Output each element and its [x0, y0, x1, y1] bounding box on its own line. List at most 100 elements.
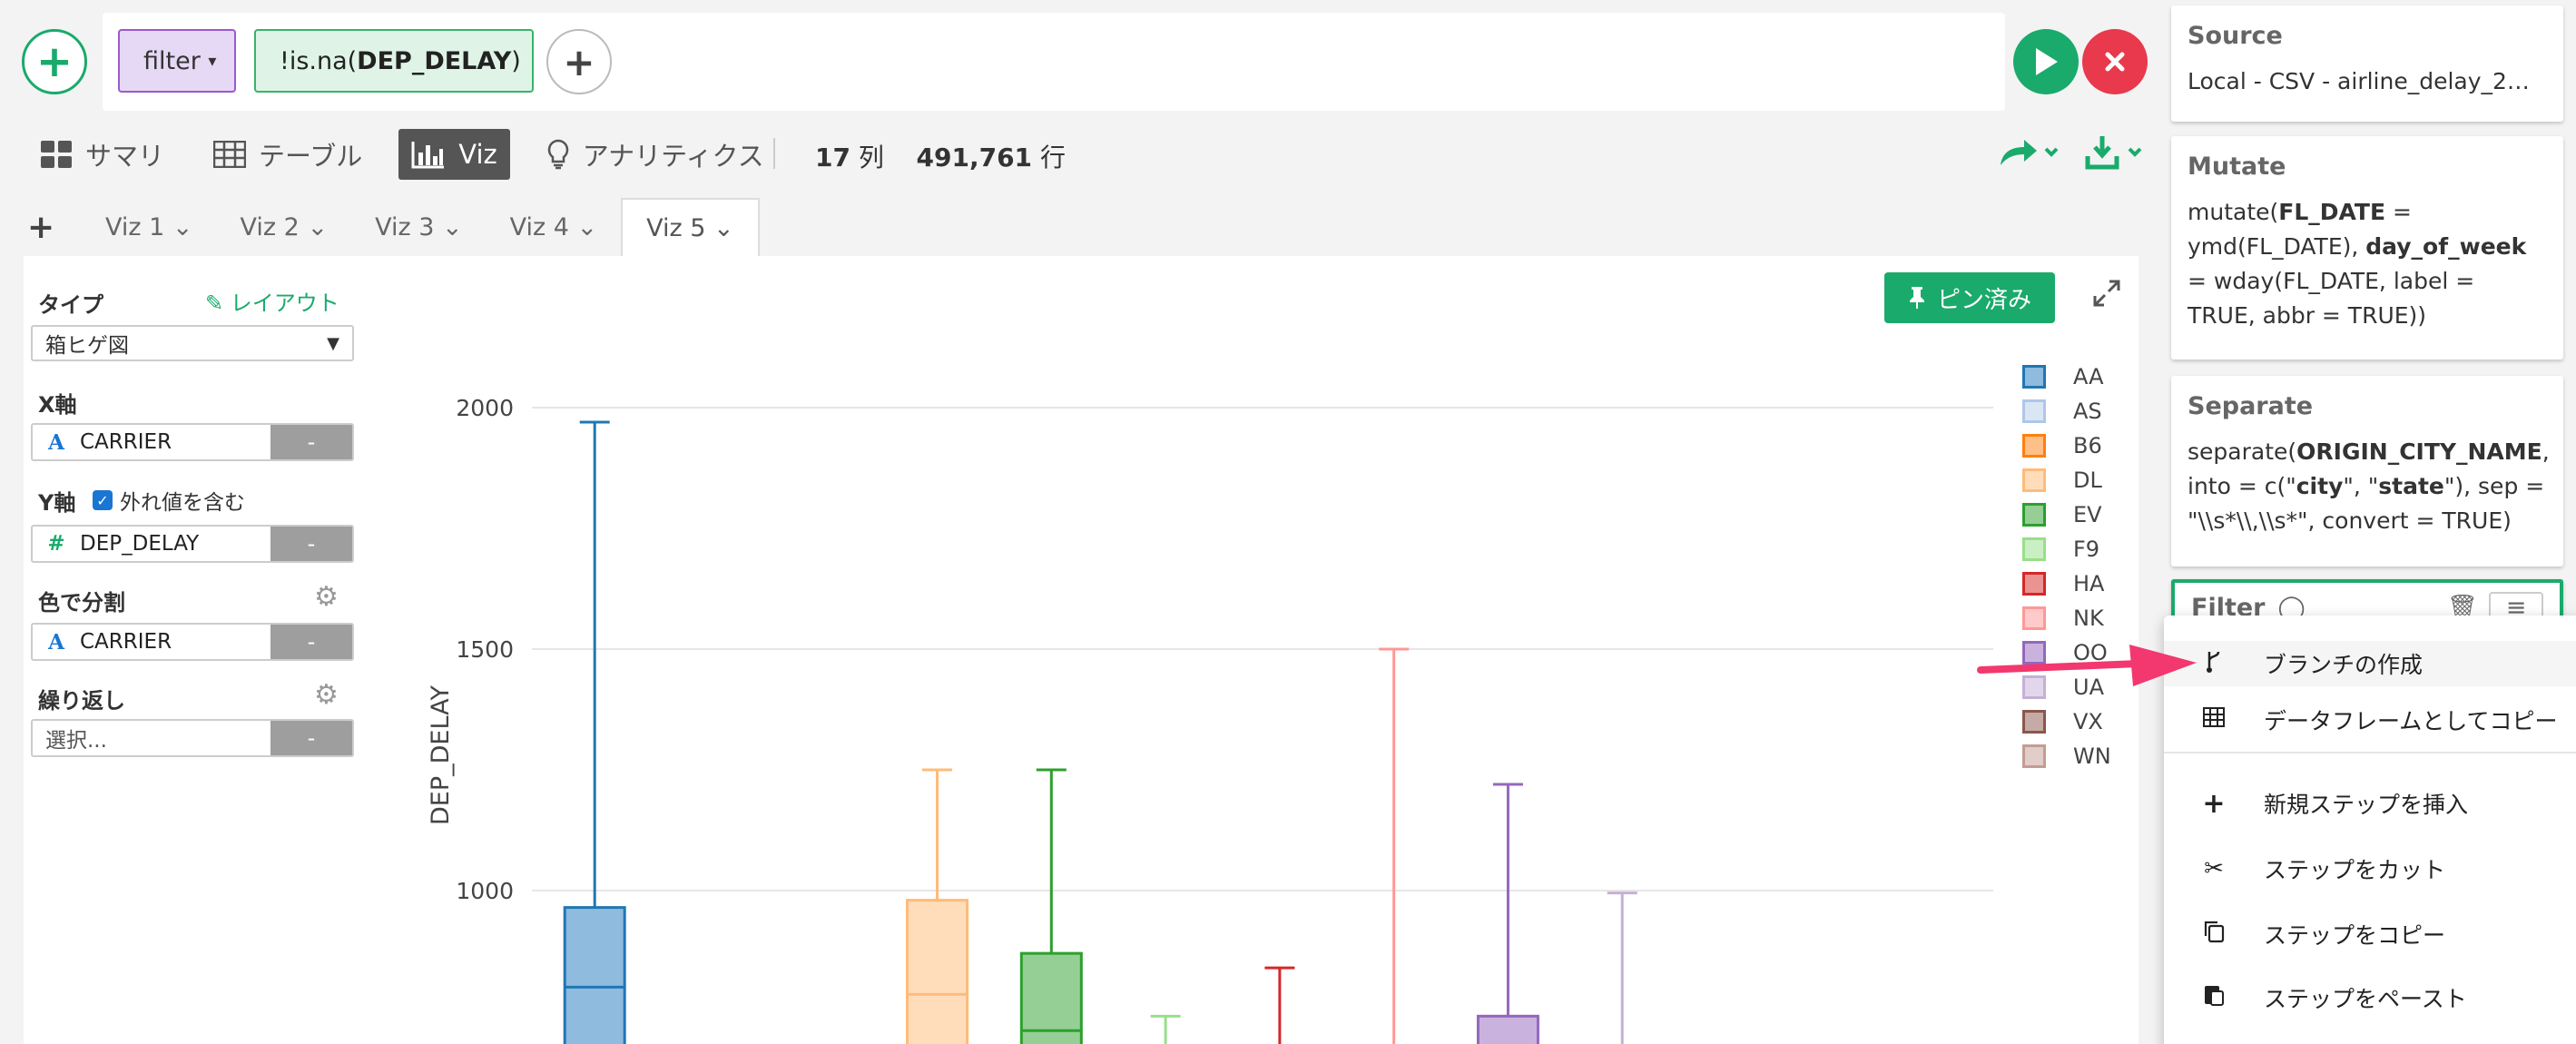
rows-label: 行: [1039, 143, 1066, 172]
menu-divider: [2164, 752, 2576, 753]
menu-item-create-branch[interactable]: ブランチの作成: [2164, 641, 2576, 686]
y-axis-remove-button[interactable]: -: [270, 527, 352, 561]
legend-swatch: [2022, 675, 2046, 699]
download-button[interactable]: [2084, 134, 2148, 179]
legend-item-WN[interactable]: WN: [2022, 743, 2111, 770]
number-type-icon: #: [47, 532, 65, 556]
x-axis-field[interactable]: A CARRIER -: [31, 423, 354, 461]
tab-table[interactable]: テーブル: [201, 129, 375, 180]
tab-analytics-label: アナリティクス: [582, 141, 764, 172]
legend-label: UA: [2073, 675, 2104, 700]
menu-item-copy-step[interactable]: ステップをコピー: [2164, 911, 2576, 957]
tab-analytics[interactable]: アナリティクス: [534, 129, 777, 180]
step-card-mutate[interactable]: Mutate mutate(FL_DATE = ymd(FL_DATE), da…: [2171, 136, 2563, 359]
color-by-field[interactable]: A CARRIER -: [31, 623, 354, 661]
y-axis-label: Y軸: [38, 490, 76, 516]
rows-count: 491,761: [916, 143, 1033, 172]
expression-column: DEP_DELAY: [357, 46, 512, 75]
legend-swatch: [2022, 710, 2046, 734]
columns-count: 17: [815, 143, 850, 172]
expression-suffix: ): [511, 46, 521, 75]
x-axis-remove-button[interactable]: -: [270, 425, 352, 459]
step-body: Local - CSV - airline_delay_2…: [2188, 68, 2530, 94]
legend-item-EV[interactable]: EV: [2022, 501, 2102, 528]
grid-icon: [41, 141, 72, 168]
view-tabs: サマリ テーブル Viz アナリティクス: [27, 127, 801, 182]
legend-swatch: [2022, 503, 2046, 527]
run-button[interactable]: [2013, 29, 2079, 94]
command-expression-pill[interactable]: !is.na(DEP_DELAY): [254, 29, 534, 93]
plus-icon: +: [2202, 787, 2226, 820]
pinned-button[interactable]: ピン済み: [1884, 272, 2056, 323]
tab-summary[interactable]: サマリ: [27, 129, 177, 180]
step-body: separate(ORIGIN_CITY_NAME, into = c("cit…: [2188, 438, 2550, 534]
tab-viz-4[interactable]: Viz 4 ⌄: [487, 198, 622, 256]
tab-viz-2[interactable]: Viz 2 ⌄: [217, 198, 352, 256]
legend-label: OO: [2073, 640, 2108, 665]
layout-link[interactable]: ✎ レイアウト: [205, 285, 339, 317]
legend-label: EV: [2073, 502, 2102, 527]
menu-item-label: ステップをカット: [2264, 857, 2446, 883]
gear-icon[interactable]: ⚙: [314, 679, 339, 711]
y-tick-label: 1500: [456, 636, 514, 663]
legend-item-B6[interactable]: B6: [2022, 432, 2102, 459]
y-axis-field[interactable]: # DEP_DELAY -: [31, 525, 354, 563]
legend-swatch: [2022, 365, 2046, 389]
x-axis-field-name: CARRIER: [80, 430, 172, 454]
data-stats: 17 列 491,761 行: [815, 138, 1066, 174]
tab-viz[interactable]: Viz: [398, 129, 510, 180]
y-tick-label: 1000: [456, 878, 514, 904]
repeat-field[interactable]: 選択... -: [31, 719, 354, 757]
step-card-source[interactable]: Source Local - CSV - airline_delay_2…: [2171, 5, 2563, 122]
menu-item-cut-step[interactable]: ✂ ステップをカット: [2164, 846, 2576, 891]
chart-type-select[interactable]: 箱ヒゲ図 ▼: [31, 325, 354, 361]
expand-icon[interactable]: [2093, 280, 2120, 314]
text-type-icon: A: [48, 629, 64, 655]
text-type-icon: A: [48, 429, 64, 455]
legend-swatch: [2022, 572, 2046, 596]
include-outliers-checkbox[interactable]: ✓ 外れ値を含む: [93, 485, 245, 516]
repeat-remove-button[interactable]: -: [270, 721, 352, 755]
menu-item-label: 新規ステップを挿入: [2264, 792, 2469, 818]
legend-label: B6: [2073, 433, 2102, 458]
play-icon: [2036, 48, 2058, 75]
include-outliers-label: 外れ値を含む: [120, 491, 245, 515]
tab-viz-3[interactable]: Viz 3 ⌄: [351, 198, 487, 256]
share-button[interactable]: [1997, 134, 2060, 179]
legend-item-UA[interactable]: UA: [2022, 674, 2104, 701]
color-by-label: 色で分割: [38, 590, 125, 616]
plus-icon: +: [35, 36, 74, 87]
legend-item-NK[interactable]: NK: [2022, 605, 2104, 632]
menu-item-copy-as-dataframe[interactable]: データフレームとしてコピー: [2164, 697, 2576, 743]
step-body: mutate(FL_DATE = ymd(FL_DATE), day_of_we…: [2188, 199, 2527, 329]
gear-icon[interactable]: ⚙: [314, 581, 339, 613]
y-tick-label: 2000: [456, 395, 514, 421]
legend-item-F9[interactable]: F9: [2022, 536, 2099, 563]
type-label: タイプ: [38, 292, 103, 318]
legend-label: HA: [2073, 571, 2105, 596]
viz-tabs: + Viz 1 ⌄ Viz 2 ⌄ Viz 3 ⌄ Viz 4 ⌄ Viz 5 …: [27, 198, 760, 256]
legend-item-DL[interactable]: DL: [2022, 467, 2102, 494]
legend-label: NK: [2073, 606, 2104, 631]
legend-item-HA[interactable]: HA: [2022, 570, 2104, 597]
command-verb-pill[interactable]: filter ▾: [118, 29, 236, 93]
legend-item-AS[interactable]: AS: [2022, 398, 2102, 425]
legend-item-OO[interactable]: OO: [2022, 639, 2108, 666]
chevron-down-icon: ⌄: [441, 212, 463, 241]
tab-viz-label: Viz: [458, 139, 497, 170]
step-context-menu: ブランチの作成 データフレームとしてコピー + 新規ステップを挿入 ✂ ステップ…: [2164, 616, 2576, 1044]
add-step-button[interactable]: +: [22, 29, 87, 94]
tab-viz-5[interactable]: Viz 5 ⌄: [621, 198, 760, 256]
viz-tab-label: Viz 3: [375, 212, 435, 241]
legend-swatch: [2022, 468, 2046, 492]
step-card-separate[interactable]: Separate separate(ORIGIN_CITY_NAME, into…: [2171, 376, 2563, 566]
menu-item-paste-step[interactable]: ステップをペースト: [2164, 975, 2576, 1020]
menu-item-insert-step[interactable]: + 新規ステップを挿入: [2164, 781, 2576, 826]
legend-item-VX[interactable]: VX: [2022, 708, 2103, 735]
add-argument-button[interactable]: +: [546, 29, 612, 94]
legend-item-AA[interactable]: AA: [2022, 363, 2104, 390]
add-viz-button[interactable]: +: [27, 198, 82, 256]
cancel-button[interactable]: [2082, 29, 2148, 94]
tab-viz-1[interactable]: Viz 1 ⌄: [82, 198, 217, 256]
color-by-remove-button[interactable]: -: [270, 625, 352, 659]
